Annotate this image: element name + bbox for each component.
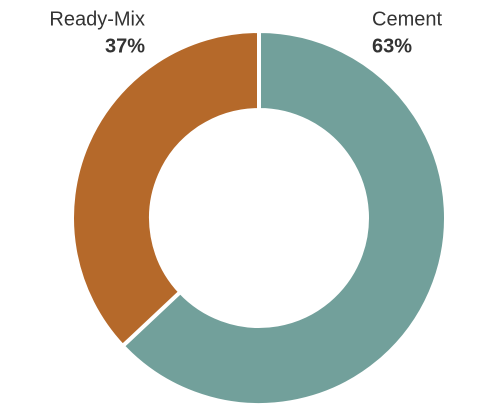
slice: [119, 28, 448, 405]
slice-label: Ready-Mix: [49, 8, 145, 30]
slice-value-label: 37%: [105, 35, 145, 57]
slice-value-label: 63%: [372, 35, 412, 57]
slice-label: Cement: [372, 8, 442, 30]
slice: [70, 28, 261, 349]
